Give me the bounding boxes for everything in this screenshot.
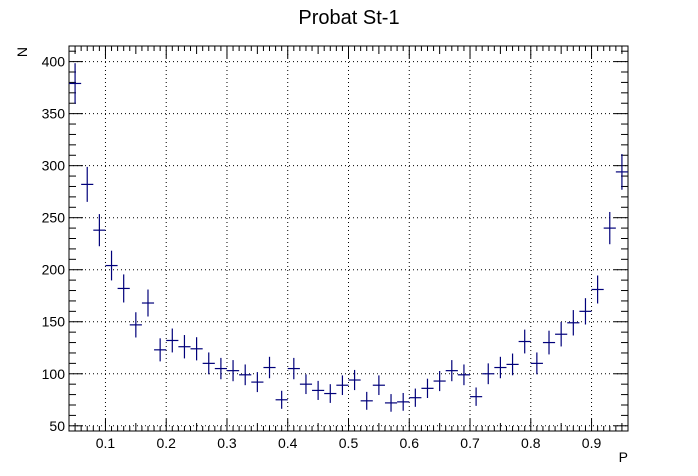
x-tick-label: 0.9 xyxy=(582,435,602,451)
y-tick-label: 150 xyxy=(42,314,66,330)
x-tick-label: 0.5 xyxy=(339,435,359,451)
x-axis-title: P xyxy=(619,449,628,465)
data-point xyxy=(421,378,434,398)
x-tick-label: 0.4 xyxy=(278,435,298,451)
data-point xyxy=(93,214,106,247)
data-point xyxy=(542,330,556,355)
data-point xyxy=(336,375,349,396)
y-axis-title: N xyxy=(14,47,30,57)
x-tick-label: 0.2 xyxy=(156,435,176,451)
y-tick-label: 400 xyxy=(42,54,66,70)
data-point xyxy=(226,360,240,382)
data-point xyxy=(263,356,276,379)
data-point xyxy=(482,363,495,385)
data-point xyxy=(409,388,422,407)
data-point xyxy=(190,337,203,361)
data-point xyxy=(81,166,94,202)
data-point xyxy=(154,338,167,362)
y-tick-label: 300 xyxy=(42,158,66,174)
x-tick-label: 0.7 xyxy=(460,435,480,451)
data-point xyxy=(445,360,458,382)
data-point xyxy=(275,390,288,409)
data-point xyxy=(129,312,142,338)
data-point xyxy=(372,375,385,396)
data-point xyxy=(433,371,446,392)
data-point xyxy=(166,328,179,353)
data-point xyxy=(239,364,252,386)
data-point xyxy=(360,391,373,410)
axis-ticks xyxy=(69,46,628,431)
data-points xyxy=(69,63,628,412)
data-point xyxy=(615,154,628,190)
data-point xyxy=(299,374,313,395)
y-tick-label: 50 xyxy=(49,418,65,434)
chart-title: Probat St-1 xyxy=(298,7,399,29)
y-tick-label: 250 xyxy=(42,210,66,226)
data-point xyxy=(141,289,155,317)
data-point xyxy=(591,275,604,304)
data-point xyxy=(555,322,568,347)
data-point xyxy=(69,63,82,104)
data-point xyxy=(579,298,592,325)
y-tick-label: 100 xyxy=(42,366,66,382)
data-point xyxy=(178,335,191,359)
data-point xyxy=(348,369,361,391)
data-point xyxy=(470,387,483,406)
data-point xyxy=(384,394,398,412)
data-point xyxy=(530,352,543,375)
data-point xyxy=(457,364,471,386)
data-point xyxy=(506,353,519,376)
data-point xyxy=(324,384,337,403)
x-tick-label: 0.6 xyxy=(400,435,420,451)
data-point xyxy=(251,372,264,393)
y-tick-label: 350 xyxy=(42,106,66,122)
y-tick-label: 200 xyxy=(42,262,66,278)
data-point xyxy=(603,211,616,245)
tick-labels: 0.1 0.2 0.3 0.4 0.5 0.6 0.7 0.8 0.9 50 100 150 200 25… xyxy=(42,54,602,451)
data-point xyxy=(117,274,130,303)
x-tick-label: 0.8 xyxy=(521,435,541,451)
data-point xyxy=(397,392,410,411)
data-point xyxy=(214,357,227,380)
data-point xyxy=(287,357,300,380)
grid xyxy=(69,46,628,431)
data-point xyxy=(518,329,531,354)
data-point xyxy=(494,356,507,379)
data-point xyxy=(202,352,215,375)
data-point xyxy=(567,310,580,336)
x-tick-label: 0.1 xyxy=(96,435,116,451)
x-tick-label: 0.3 xyxy=(217,435,237,451)
data-point xyxy=(105,250,118,281)
data-point xyxy=(312,380,325,400)
